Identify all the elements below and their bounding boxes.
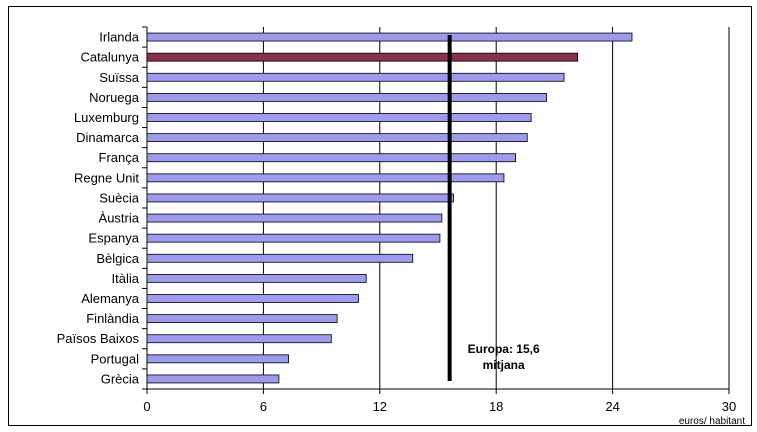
category-labels: Irlanda Catalunya Suïssa Noruega Luxemburg Di… [57,30,140,387]
bar [146,213,443,223]
x-tick-label: 24 [605,399,619,414]
bar [146,273,367,283]
bar [146,92,548,102]
bar [146,173,505,183]
category-label: Catalunya [80,50,139,65]
category-label: Grècia [101,371,140,386]
bar [146,314,338,324]
category-label: Àustria [99,211,140,226]
category-label: Portugal [91,351,140,366]
category-label: Bèlgica [96,251,139,266]
category-label: Dinamarca [76,130,140,145]
category-label: Regne Unit [74,170,139,185]
x-axis-unit-label: euros/ habitant [679,416,745,427]
category-label: Espanya [88,231,139,246]
bar [146,354,290,364]
x-tick-label: 12 [373,399,387,414]
category-label: Suècia [99,190,140,205]
bar [146,153,517,163]
bar [146,193,454,203]
average-label: Europa: 15,6 [468,342,540,356]
category-label: França [99,150,140,165]
bar [146,233,441,243]
bar [146,133,528,143]
category-label: Alemanya [81,291,140,306]
bar-highlight [146,52,579,62]
x-tick-label: 30 [722,399,736,414]
category-label: Països Baixos [57,331,140,346]
x-tick-label: 18 [489,399,503,414]
bars [146,32,633,384]
category-label: Suïssa [99,70,140,85]
bar [146,113,532,122]
bar [146,374,280,384]
bar [146,72,565,82]
bar [146,334,332,344]
x-tick-labels: 0 6 12 18 24 30 [143,399,736,414]
category-label: Luxemburg [74,110,139,125]
average-sublabel: mitjana [483,358,525,372]
bar [146,294,359,303]
x-tick-label: 6 [260,399,267,414]
bar [146,253,414,263]
category-label: Itàlia [112,271,140,286]
x-tick-label: 0 [143,399,150,414]
bar [146,32,633,42]
category-label: Finlàndia [86,311,140,326]
category-label: Noruega [89,90,140,105]
grid-lines [142,26,730,394]
chart-frame: Irlanda Catalunya Suïssa Noruega Luxemburg Di… [8,6,752,427]
bar-chart: Irlanda Catalunya Suïssa Noruega Luxemburg Di… [57,26,745,427]
category-label: Irlanda [99,30,140,45]
